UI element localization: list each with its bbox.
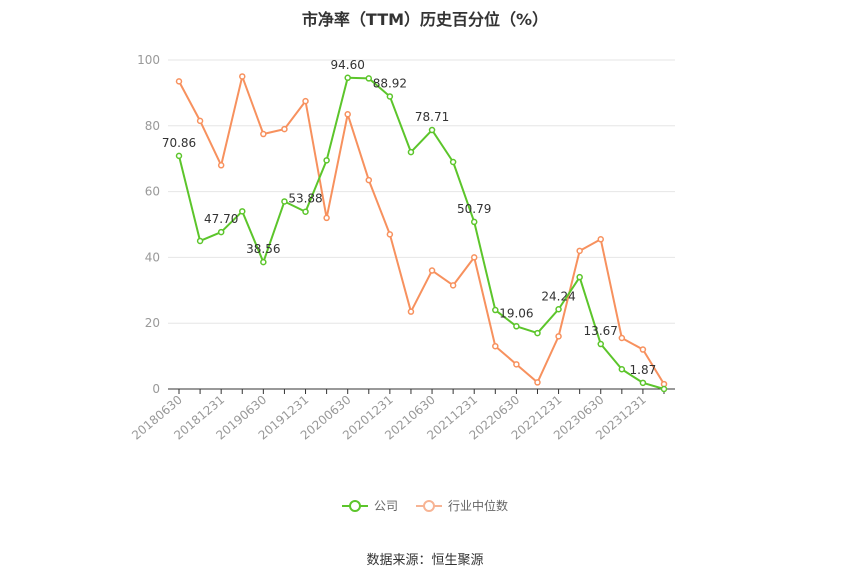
data-point — [302, 97, 309, 105]
data-point — [239, 208, 246, 215]
data-point — [386, 231, 394, 238]
data-point — [576, 273, 583, 281]
data-point — [492, 342, 499, 350]
data-point — [597, 236, 604, 243]
data-point — [281, 198, 288, 205]
data-point — [513, 361, 520, 368]
data-label: 47.70 — [204, 212, 238, 226]
data-point — [365, 176, 373, 184]
legend-label-company: 公司 — [373, 499, 398, 513]
data-point — [618, 366, 626, 373]
axis-layer: 0204060801002018063020181231201906302019… — [129, 53, 675, 443]
data-point — [260, 258, 267, 266]
data-point — [260, 130, 267, 138]
data-point — [576, 247, 583, 255]
data-point — [344, 74, 351, 82]
legend-item-company[interactable]: 公司 — [341, 497, 398, 514]
data-label: 94.60 — [331, 58, 365, 72]
data-point — [470, 254, 478, 261]
y-tick-label: 20 — [145, 316, 160, 330]
data-point — [323, 214, 330, 222]
data-label: 19.06 — [499, 306, 533, 320]
data-label: 88.92 — [373, 76, 407, 90]
data-point — [597, 340, 604, 348]
data-point — [534, 329, 541, 337]
data-point — [217, 162, 225, 169]
data-point — [196, 117, 204, 125]
y-tick-label: 0 — [152, 382, 160, 396]
legend-item-industry-median[interactable]: 行业中位数 — [416, 497, 508, 514]
data-label: 53.88 — [288, 192, 322, 206]
data-label: 78.71 — [415, 110, 449, 124]
data-point — [470, 218, 478, 226]
data-source: 数据来源：恒生聚源 — [366, 553, 484, 568]
data-point — [660, 385, 668, 393]
legend-swatch-company — [341, 499, 368, 513]
data-point — [555, 306, 562, 313]
data-point — [386, 93, 394, 100]
data-label: 70.86 — [162, 136, 196, 150]
data-point — [428, 126, 436, 134]
data-point — [407, 148, 415, 156]
data-label: 38.56 — [246, 242, 280, 256]
grid-layer — [168, 59, 675, 324]
data-label: 24.24 — [541, 289, 575, 303]
data-label: 50.79 — [457, 202, 491, 216]
data-point — [513, 323, 520, 330]
y-tick-label: 80 — [145, 119, 160, 133]
data-point — [639, 379, 647, 387]
data-point — [281, 125, 288, 133]
y-tick-label: 40 — [145, 250, 160, 264]
data-point — [323, 157, 330, 164]
chart-title: 市净率（TTM）历史百分位（%） — [301, 10, 549, 29]
data-point — [175, 152, 183, 160]
data-point — [534, 379, 541, 386]
data-point — [428, 267, 436, 274]
data-point — [302, 208, 309, 215]
legend-label-industry-median: 行业中位数 — [448, 499, 509, 513]
data-point — [555, 333, 562, 340]
series-line — [178, 75, 665, 385]
series-line — [178, 76, 665, 390]
data-point — [492, 306, 499, 314]
data-label: 1.87 — [630, 363, 657, 377]
legend-swatch-industry-median — [416, 499, 442, 513]
data-point — [175, 78, 183, 85]
series-layer — [175, 73, 668, 393]
data-point — [365, 75, 373, 82]
data-point — [639, 346, 647, 353]
data-point — [449, 282, 457, 289]
y-tick-label: 60 — [145, 185, 160, 199]
data-point — [217, 228, 225, 236]
data-point — [344, 111, 351, 118]
y-tick-label: 100 — [137, 53, 160, 67]
data-label: 13.67 — [584, 324, 618, 338]
data-point — [239, 73, 246, 80]
legend: 公司 行业中位数 — [0, 497, 850, 514]
data-label-layer: 70.86 47.70 38.56 53.88 94.60 88.92 78.71 50.79… — [162, 58, 656, 377]
data-point — [196, 237, 204, 245]
data-point — [618, 334, 626, 342]
data-point — [407, 308, 415, 315]
data-point — [449, 158, 457, 166]
